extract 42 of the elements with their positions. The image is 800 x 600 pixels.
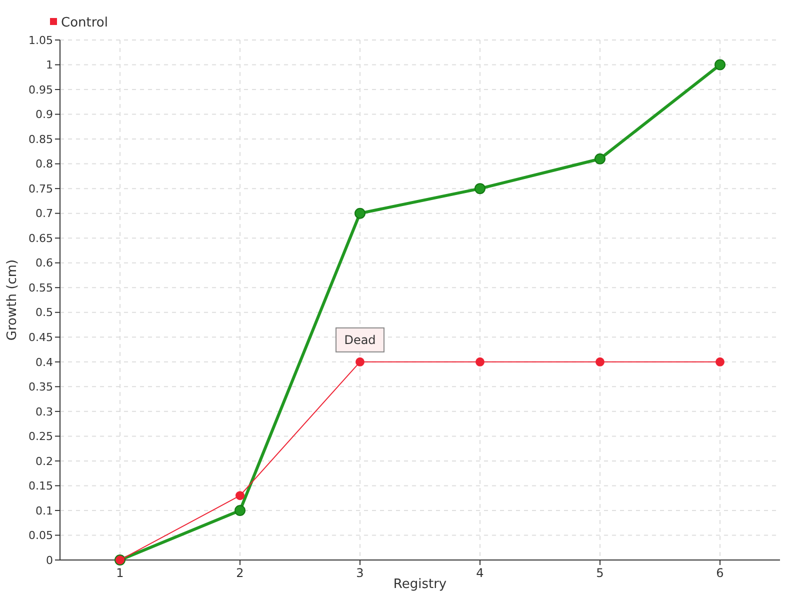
point [594, 153, 606, 164]
point [354, 208, 366, 219]
point [716, 357, 724, 366]
y-tick-label: 0.4 [36, 356, 53, 369]
annotation: Dead [344, 333, 376, 348]
x-tick-label: 3 [356, 566, 364, 580]
point [356, 357, 364, 366]
y-tick-label: 0.7 [36, 207, 53, 220]
x-tick-label: 1 [116, 566, 124, 580]
y-tick-label: 0.9 [36, 108, 53, 122]
point [474, 183, 486, 194]
y-tick-label: 0.1 [36, 504, 53, 518]
point [596, 357, 604, 366]
y-tick-label: 0.25 [28, 430, 53, 444]
y-tick-label: 0.5 [36, 306, 53, 320]
y-tick-label: 0.2 [36, 454, 53, 468]
y-tick-label: 0.15 [28, 480, 53, 493]
y-tick-label: 0.6 [36, 256, 53, 270]
x-tick-label: 5 [596, 566, 604, 580]
x-axis-title: Registry [393, 577, 447, 592]
y-tick-label: 0.45 [28, 330, 53, 344]
point [234, 504, 246, 516]
y-axis-title: Growth (cm) [5, 259, 20, 341]
y-tick-label: 0.85 [28, 132, 53, 146]
y-tick-label: 1.05 [28, 34, 53, 47]
legend-label: Control [61, 16, 108, 31]
x-tick-label: 4 [476, 566, 484, 580]
y-tick-label: 1 [46, 58, 53, 72]
y-tick-label: 0.65 [28, 232, 53, 245]
y-tick-label: 0.8 [36, 158, 53, 171]
point [236, 491, 244, 500]
y-tick-label: 0.95 [28, 83, 53, 96]
y-tick-label: 0.55 [28, 281, 53, 294]
point [476, 357, 484, 366]
y-tick-label: 0.75 [28, 182, 53, 196]
x-tick-label: 6 [716, 566, 724, 580]
x-tick-label: 2 [236, 566, 244, 580]
y-tick-label: 0.35 [28, 380, 53, 394]
y-tick-label: 0.3 [36, 405, 53, 418]
point [714, 59, 726, 70]
y-tick-label: 0.05 [28, 529, 53, 542]
y-tick-label: 0 [46, 554, 53, 567]
